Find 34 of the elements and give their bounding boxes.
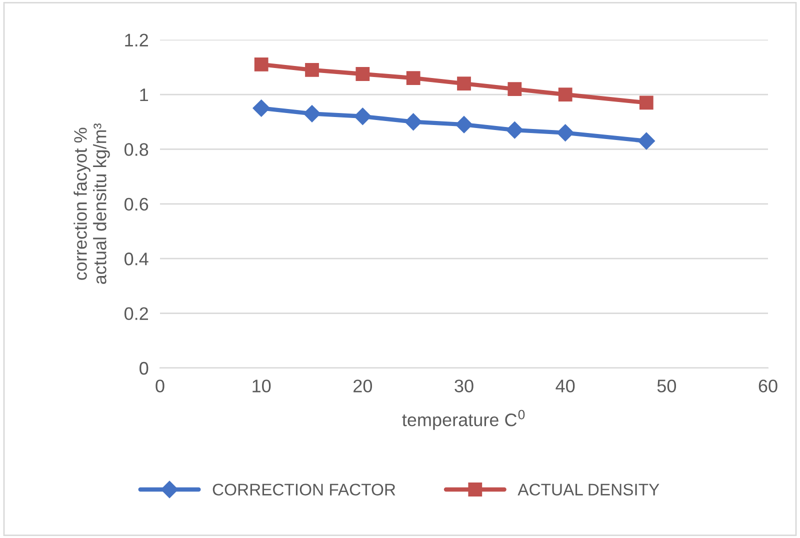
y-tick-label: 1.2 (125, 34, 148, 46)
point (506, 122, 524, 139)
point (638, 132, 655, 150)
x-tick-label: 10 (252, 380, 271, 392)
point (406, 71, 420, 86)
point (558, 88, 572, 102)
x-tick-label: 40 (556, 380, 575, 392)
x-tick-label: 60 (758, 380, 778, 392)
x-tick-label: 0 (156, 380, 164, 392)
point (354, 108, 372, 125)
legend-label: CORRECTION FACTOR (212, 484, 396, 496)
point (457, 76, 471, 91)
point (455, 116, 473, 134)
point (303, 105, 321, 122)
y-tick-label: 1 (140, 88, 148, 102)
point (556, 124, 574, 142)
y-axis-title: correction facyot % actual densitu kg/m³ (74, 123, 110, 284)
point (254, 57, 268, 72)
point (639, 96, 654, 110)
point (305, 62, 319, 77)
y-tick-label: 0.6 (124, 198, 148, 211)
legend-label: ACTUAL DENSITY (518, 484, 660, 496)
point (252, 100, 270, 117)
x-axis-title: temperature C$^{0}$ (402, 410, 525, 430)
point (508, 82, 522, 96)
x-tick-label: 50 (657, 380, 676, 392)
y-tick-label: 0.8 (124, 143, 148, 156)
point (404, 113, 422, 130)
y-tick-label: 0 (140, 362, 148, 375)
x-tick-label: 20 (354, 380, 372, 392)
point (356, 67, 370, 81)
y-tick-label: 0.4 (124, 252, 148, 266)
x-tick-label: 30 (454, 380, 474, 392)
y-tick-label: 0.2 (124, 307, 148, 320)
